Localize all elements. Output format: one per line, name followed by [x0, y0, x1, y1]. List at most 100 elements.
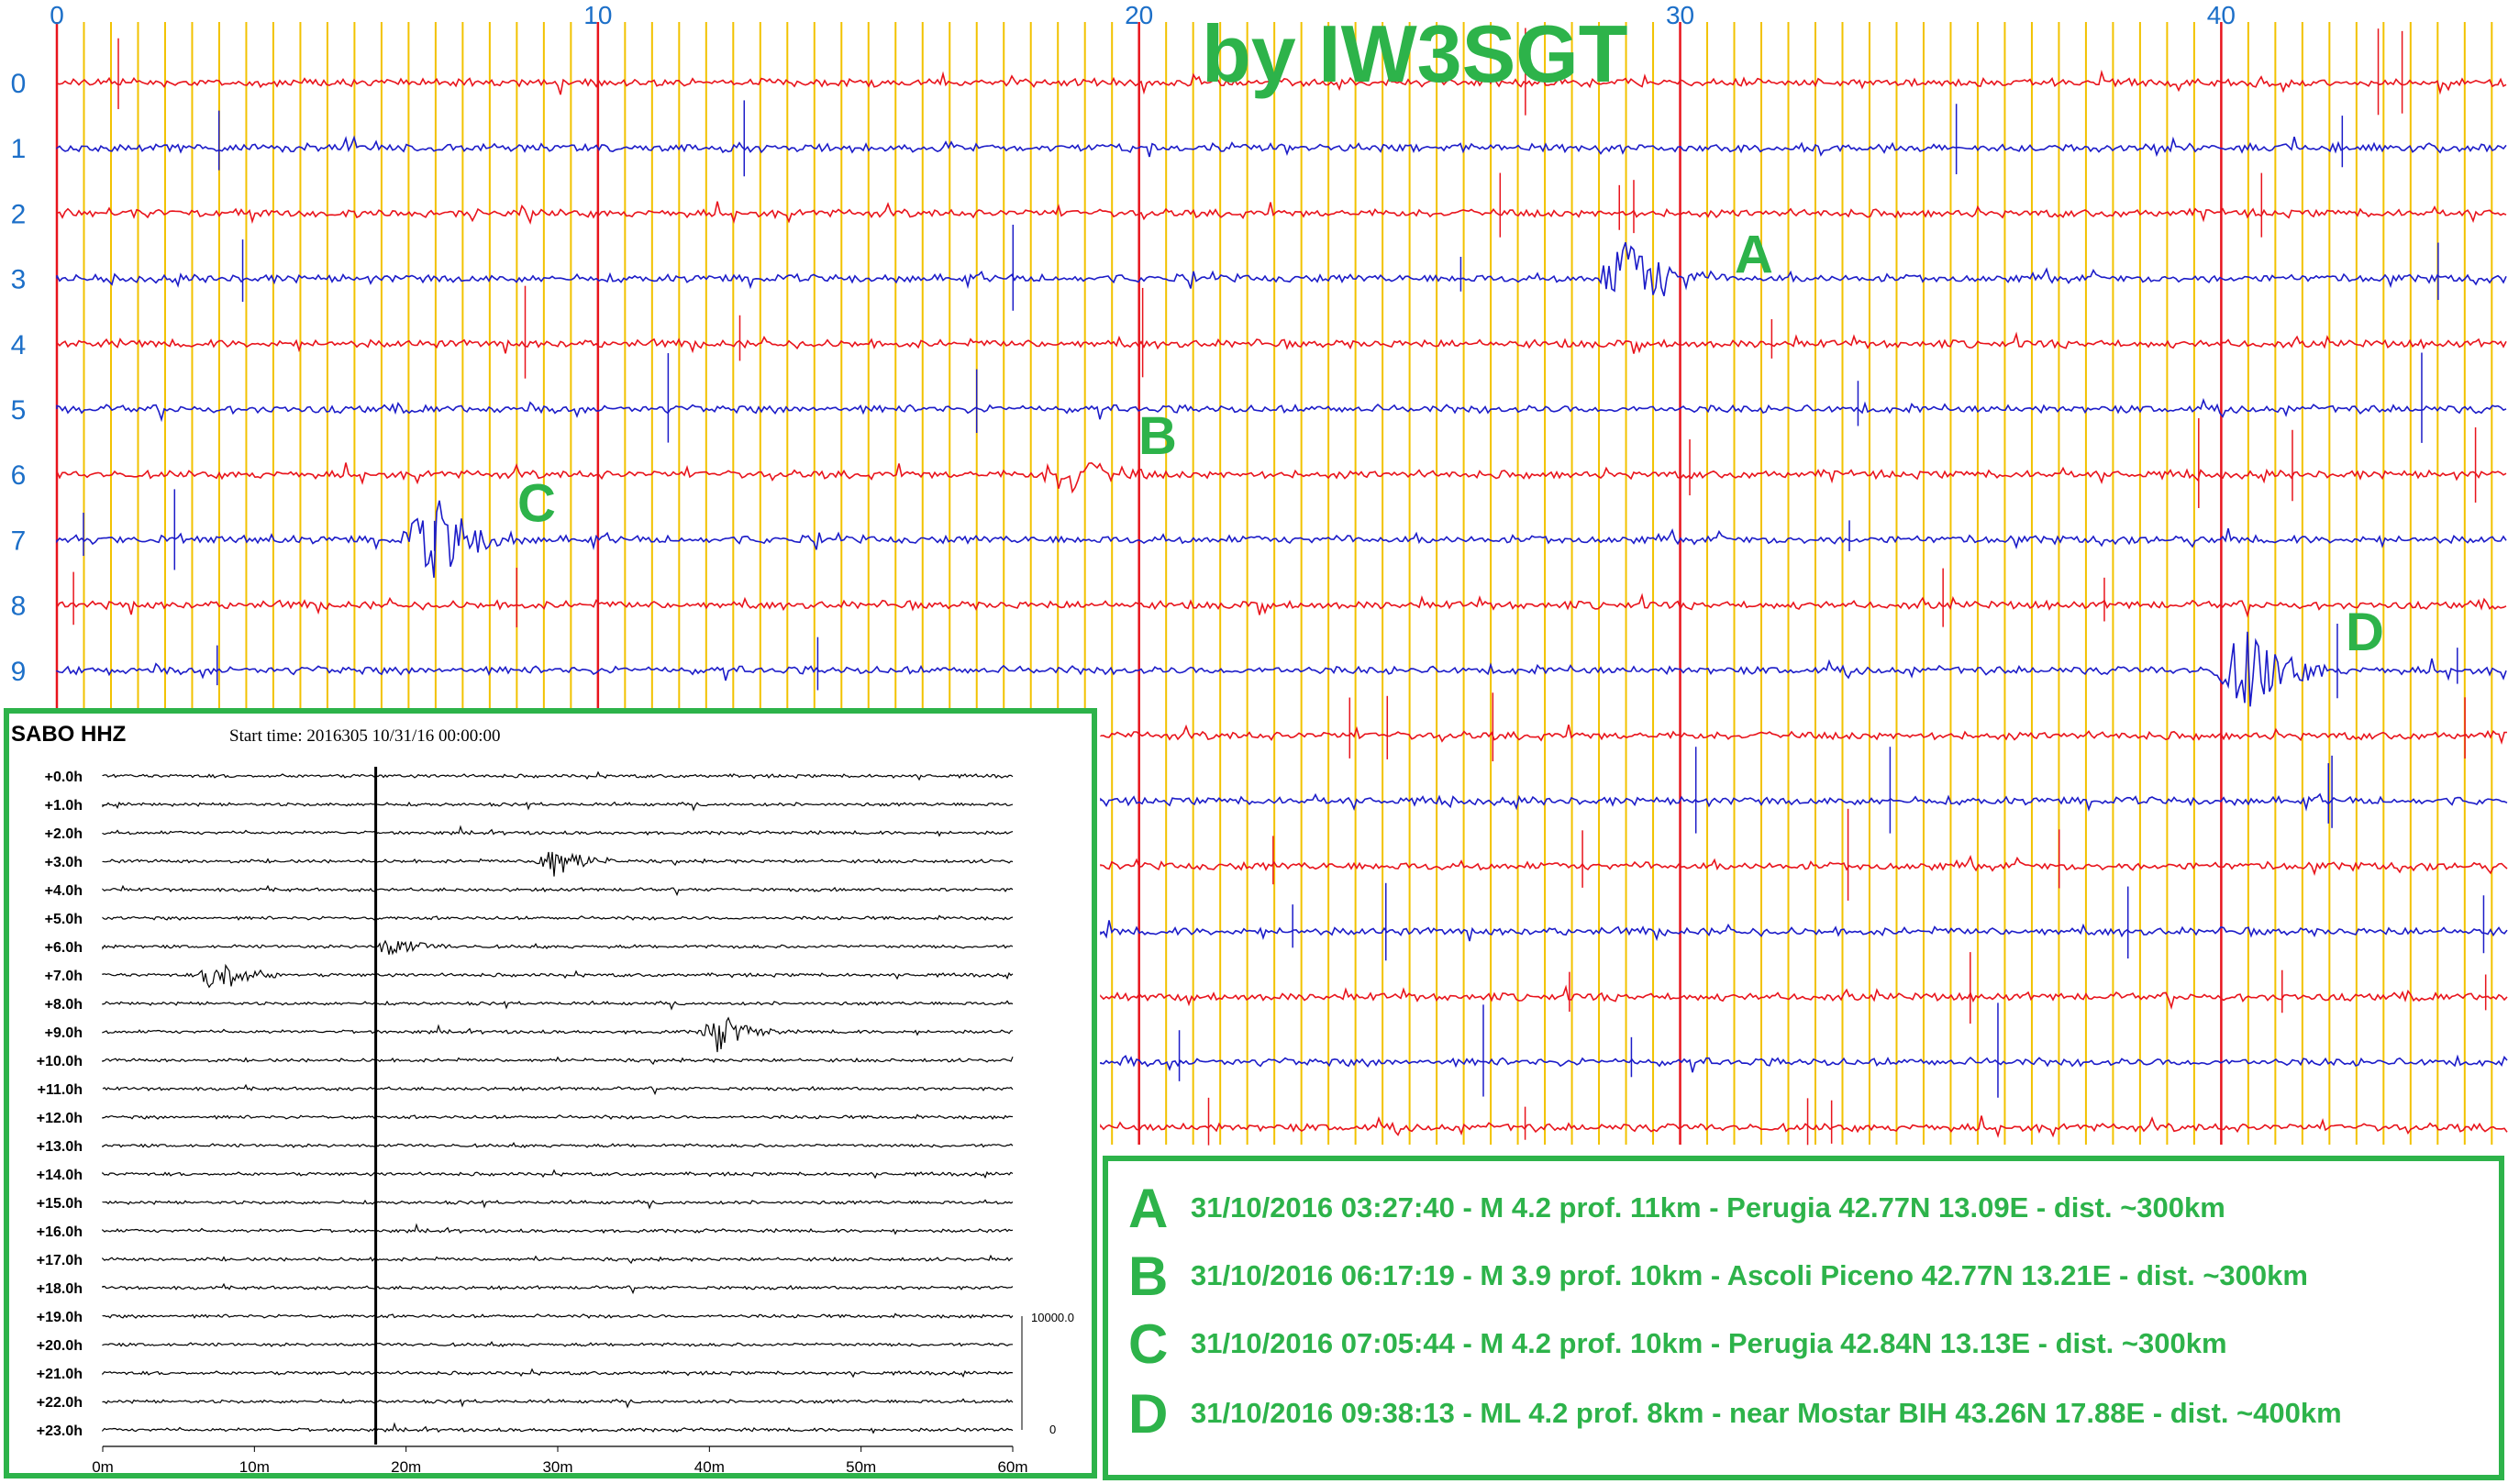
row-label: 2 — [11, 199, 27, 229]
inset-row-label: +5.0h — [45, 912, 83, 927]
inset-trace-row — [102, 1083, 1014, 1096]
legend-item-b: B 31/10/2016 06:17:19 - M 3.9 prof. 10km… — [1128, 1244, 2308, 1308]
trace-row — [1100, 724, 2507, 746]
row-label: 3 — [11, 265, 27, 295]
trace-row — [1100, 1054, 2508, 1073]
legend-item-d: D 31/10/2016 09:38:13 - ML 4.2 prof. 8km… — [1128, 1381, 2342, 1445]
row-label: 4 — [11, 330, 27, 360]
trace-row — [56, 592, 2507, 618]
inset-x-tick-label: 30m — [542, 1458, 572, 1473]
inset-trace-row — [102, 963, 1014, 989]
legend-text: 31/10/2016 09:38:13 - ML 4.2 prof. 8km -… — [1191, 1397, 2342, 1429]
inset-row-label: +4.0h — [45, 883, 83, 899]
legend-letter: C — [1128, 1312, 1169, 1375]
inset-scale-label: 10000.0 — [1031, 1311, 1074, 1324]
inset-trace-row — [102, 939, 1014, 956]
inset-trace-row — [102, 884, 1014, 897]
row-label: 8 — [11, 592, 27, 622]
sabo-hhz-plot: SABO HHZ Start time: 2016305 10/31/16 00:… — [11, 722, 1074, 1473]
inset-row-label: +0.0h — [45, 770, 83, 785]
inset-title: SABO HHZ — [11, 722, 126, 747]
row-label: 5 — [11, 395, 27, 426]
x-tick-label: 10 — [583, 1, 612, 29]
inset-row-label: +6.0h — [45, 940, 83, 956]
inset-row-label: +16.0h — [37, 1224, 83, 1240]
row-label: 9 — [11, 657, 27, 687]
trace-row — [56, 201, 2507, 225]
inset-row-label: +9.0h — [45, 1025, 83, 1041]
inset-trace-row — [102, 1142, 1014, 1148]
inset-row-label: +14.0h — [37, 1168, 83, 1183]
inset-trace-row — [102, 1056, 1014, 1066]
trace-row — [1100, 920, 2508, 942]
watermark-text: by IW3SGT — [1202, 8, 1628, 99]
row-label: 6 — [11, 460, 27, 491]
trace-row — [1100, 1115, 2508, 1138]
legend-item-a: A 31/10/2016 03:27:40 - M 4.2 prof. 11km… — [1128, 1176, 2225, 1240]
inset-x-tick-label: 60m — [997, 1458, 1027, 1473]
row-label: 1 — [11, 134, 27, 164]
inset-row-label: +7.0h — [45, 969, 83, 984]
row-label: 0 — [11, 69, 27, 99]
trace-row — [1100, 855, 2508, 876]
trace-row — [56, 500, 2507, 578]
trace-row — [56, 69, 2507, 95]
inset-row-label: +23.0h — [37, 1423, 83, 1439]
inset-trace-row — [102, 1422, 1014, 1434]
x-tick-label: 40 — [2207, 1, 2236, 29]
inset-x-tick-label: 10m — [239, 1458, 270, 1473]
inset-scale-label: 0 — [1049, 1423, 1056, 1436]
inset-trace-row — [102, 1000, 1014, 1011]
inset-row-label: +2.0h — [45, 826, 83, 842]
inset-row-label: +22.0h — [37, 1395, 83, 1411]
trace-row — [56, 135, 2507, 158]
inset-trace-row — [102, 1016, 1014, 1053]
row-label: 7 — [11, 526, 27, 556]
inset-trace-row — [102, 1223, 1014, 1235]
event-label: D — [2346, 603, 2384, 662]
x-tick-label: 30 — [1666, 1, 1694, 29]
legend-letter: D — [1128, 1382, 1169, 1445]
inset-trace-row — [102, 1113, 1014, 1120]
inset-row-label: +1.0h — [45, 798, 83, 814]
legend-text: 31/10/2016 03:27:40 - M 4.2 prof. 11km -… — [1191, 1191, 2225, 1224]
legend-text: 31/10/2016 07:05:44 - M 4.2 prof. 10km -… — [1191, 1327, 2227, 1359]
inset-trace-row — [102, 801, 1014, 812]
inset-row-label: +20.0h — [37, 1338, 83, 1354]
event-legend: A 31/10/2016 03:27:40 - M 4.2 prof. 11km… — [1103, 1156, 2504, 1480]
x-tick-label: 0 — [50, 1, 64, 29]
inset-trace-row — [102, 1254, 1013, 1265]
sabo-hhz-inset: SABO HHZ Start time: 2016305 10/31/16 00:… — [4, 708, 1097, 1478]
legend-text: 31/10/2016 06:17:19 - M 3.9 prof. 10km -… — [1191, 1259, 2308, 1291]
inset-trace-row — [102, 1282, 1014, 1295]
inset-x-tick-label: 0m — [92, 1458, 114, 1473]
inset-trace-row — [102, 1341, 1013, 1347]
trace-row — [1100, 984, 2508, 1011]
inset-trace-row — [102, 851, 1014, 877]
inset-x-tick-label: 20m — [391, 1458, 421, 1473]
inset-row-label: +15.0h — [37, 1196, 83, 1212]
inset-row-label: +11.0h — [38, 1082, 83, 1098]
event-label: B — [1138, 406, 1177, 466]
inset-row-label: +18.0h — [37, 1281, 83, 1297]
inset-row-label: +12.0h — [37, 1111, 83, 1126]
event-label: C — [517, 473, 556, 533]
legend-letter: B — [1128, 1245, 1169, 1307]
inset-row-label: +17.0h — [37, 1253, 83, 1268]
inset-row-label: +3.0h — [45, 855, 83, 870]
event-label: A — [1735, 226, 1773, 285]
inset-trace-row — [102, 1398, 1014, 1409]
inset-row-label: +21.0h — [37, 1367, 83, 1382]
inset-x-tick-label: 40m — [694, 1458, 725, 1473]
inset-trace-row — [102, 825, 1014, 837]
inset-trace-row — [102, 1199, 1014, 1210]
inset-x-tick-label: 50m — [846, 1458, 876, 1473]
inset-trace-row — [102, 770, 1014, 781]
trace-row — [56, 397, 2507, 423]
inset-trace-row — [102, 914, 1014, 921]
trace-row — [56, 461, 2507, 494]
trace-row — [1100, 792, 2508, 812]
x-tick-label: 20 — [1125, 1, 1153, 29]
inset-trace-row — [102, 1312, 1014, 1319]
legend-letter: A — [1128, 1177, 1169, 1239]
